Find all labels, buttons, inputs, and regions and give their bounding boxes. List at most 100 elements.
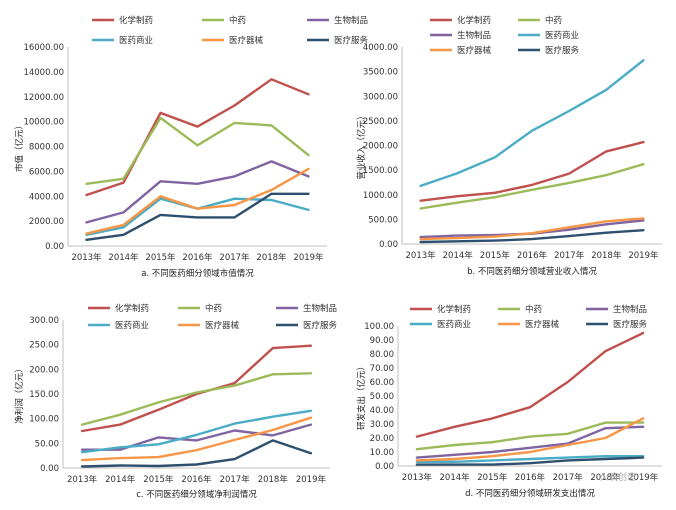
data-point: [415, 435, 418, 438]
data-point: [415, 459, 418, 462]
data-point: [568, 110, 571, 112]
data-point: [119, 413, 122, 416]
data-point: [415, 463, 418, 466]
data-point: [642, 425, 645, 428]
y-tick-label: 3000.00: [363, 92, 398, 102]
data-point: [529, 406, 531, 409]
series-line-2: [419, 162, 645, 210]
y-axis-label: 净利润（亿元）: [14, 364, 25, 424]
y-tick-label: 0.00: [40, 464, 59, 474]
data-point: [566, 381, 569, 383]
data-point: [642, 421, 645, 424]
data-point: [233, 384, 236, 387]
data-point: [196, 125, 199, 128]
y-tick-label: 90.00: [370, 336, 394, 346]
legend-item: 生物制品: [307, 15, 368, 26]
series-line-1: [415, 331, 645, 438]
legend-label: 中药: [525, 304, 542, 315]
data-point: [529, 435, 531, 438]
data-point: [493, 191, 496, 194]
data-point: [531, 129, 533, 132]
data-point: [453, 453, 456, 456]
data-point: [196, 207, 199, 210]
y-tick-label: 20.00: [370, 434, 394, 444]
data-point: [157, 408, 160, 411]
data-point: [456, 234, 459, 237]
data-point: [529, 458, 531, 460]
data-point: [419, 238, 422, 240]
legend-label: 医疗服务: [545, 45, 580, 56]
y-tick-label: 80.00: [370, 350, 394, 360]
data-point: [642, 332, 645, 334]
data-point: [195, 391, 198, 394]
y-tick-label: 2000.00: [29, 217, 64, 227]
data-point: [81, 465, 83, 468]
data-point: [456, 201, 459, 204]
x-tick-label: 2018年: [256, 252, 287, 263]
legend-item: 医疗器械: [430, 45, 492, 56]
data-point: [233, 104, 236, 107]
data-point: [195, 439, 198, 442]
y-tick-label: 12000.00: [23, 93, 64, 103]
watermark-text: 火石创造: [600, 471, 636, 483]
y-tick-label: 100.00: [29, 415, 59, 425]
data-point: [233, 204, 236, 206]
y-tick-label: 2500.00: [363, 117, 398, 127]
x-tick-label: 2014年: [443, 250, 474, 261]
data-point: [85, 221, 88, 224]
data-point: [491, 441, 494, 444]
data-point: [122, 177, 125, 180]
series-line-3: [85, 160, 310, 224]
chart-caption: a. 不同医药细分领域市值情况: [141, 268, 254, 279]
data-point: [642, 456, 645, 459]
legend-label: 中药: [229, 15, 246, 26]
data-point: [456, 172, 459, 174]
data-point: [85, 182, 88, 185]
chart-panel-2: 0.00 500.00 1000.00 1500.00 2000.00 2500.00 30…: [356, 15, 662, 277]
data-point: [233, 422, 236, 425]
data-point: [493, 239, 496, 242]
data-point: [307, 175, 310, 178]
data-point: [491, 417, 494, 420]
legend-label: 医药商业: [119, 35, 153, 46]
y-axis-label: 市值（亿元）: [14, 121, 25, 172]
data-point: [271, 429, 274, 431]
x-tick-label: 2019年: [296, 474, 327, 485]
chart-caption: d. 不同医药细分领域研发支出情况: [465, 488, 595, 499]
data-point: [157, 456, 160, 459]
data-point: [453, 458, 456, 460]
legend-item: 化学制药: [410, 304, 471, 315]
legend-item: 生物制品: [430, 30, 491, 41]
legend-label: 生物制品: [303, 303, 337, 314]
data-point: [233, 429, 236, 432]
x-tick-label: 2014年: [108, 252, 139, 263]
data-point: [642, 219, 645, 222]
legend-item: 生物制品: [276, 303, 337, 314]
x-tick-label: 2015年: [477, 472, 508, 483]
data-point: [233, 175, 236, 178]
data-point: [604, 427, 607, 430]
data-point: [271, 434, 274, 437]
y-tick-label: 100.00: [364, 322, 394, 332]
data-point: [453, 425, 456, 428]
legend-item: 生物制品: [586, 304, 647, 315]
data-point: [568, 182, 571, 184]
y-tick-label: 250.00: [29, 341, 59, 351]
legend-label: 中药: [545, 15, 562, 26]
y-tick-label: 500.00: [368, 215, 398, 225]
data-point: [81, 448, 83, 451]
data-point: [270, 189, 273, 191]
data-point: [157, 465, 160, 467]
chart-caption: b. 不同医药细分领域营业收入情况: [467, 266, 597, 277]
legend-item: 医疗器械: [498, 319, 560, 330]
data-point: [491, 451, 494, 453]
data-point: [604, 458, 607, 460]
x-tick-label: 2015年: [480, 250, 511, 261]
chart-panel-4: 0.00 10.00 20.00 30.00 40.00 50.00 60.00 70.00 8…: [356, 304, 662, 499]
data-point: [453, 460, 456, 463]
data-point: [493, 235, 496, 238]
legend-item: 医疗服务: [307, 35, 369, 46]
x-tick-label: 2019年: [628, 250, 659, 261]
data-point: [85, 232, 88, 235]
y-axis-label: 营业收入（亿元）: [356, 111, 367, 179]
